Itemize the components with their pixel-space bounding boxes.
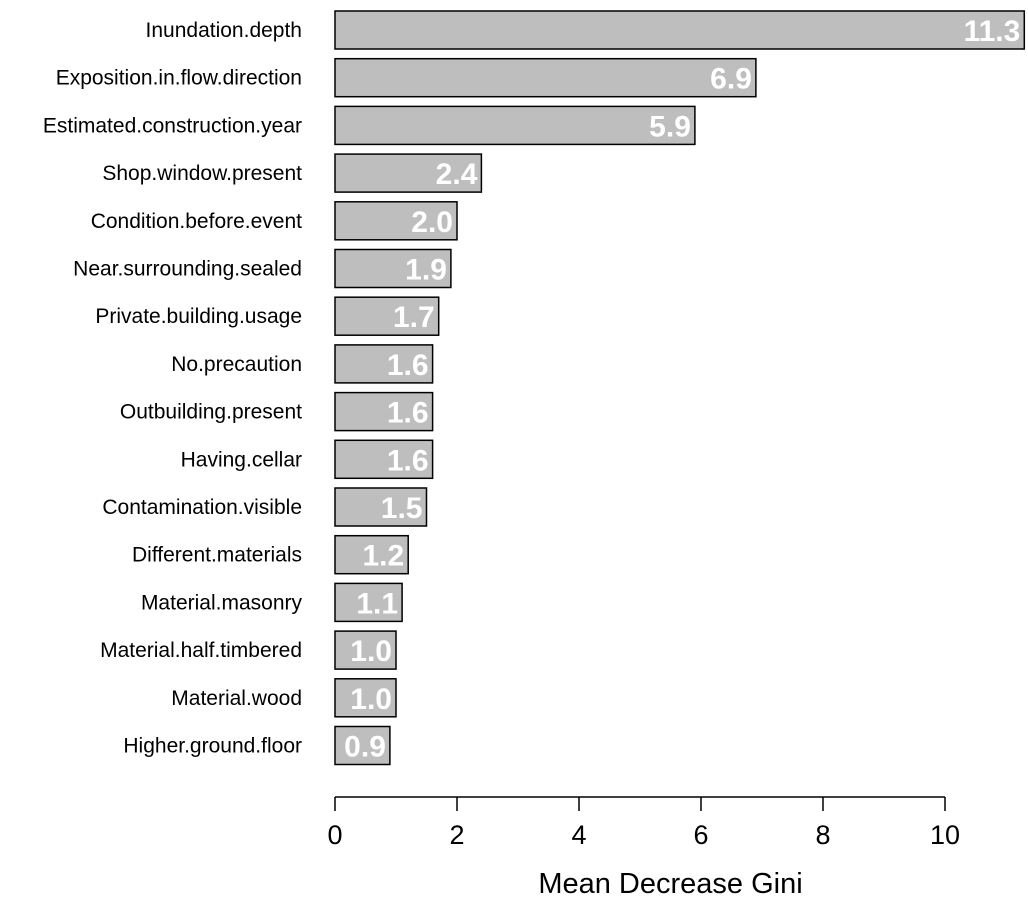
- value-label: 1.6: [387, 397, 429, 430]
- value-label: 1.7: [393, 301, 435, 334]
- value-label: 1.6: [387, 444, 429, 477]
- category-label: Different.materials: [132, 544, 302, 567]
- category-label: Near.surrounding.sealed: [73, 258, 302, 281]
- x-tick-label: 2: [449, 820, 464, 850]
- x-tick-label: 4: [571, 820, 586, 850]
- value-label: 1.9: [405, 254, 447, 287]
- bar: [334, 582, 403, 623]
- x-tick-label: 8: [815, 820, 830, 850]
- value-labels: 11.3 6.9 5.9 2.4 2.0 1.9 1.7 1.6 1.6 1.6 1.5 1.2 1.1…: [344, 15, 1020, 764]
- x-axis-title: Mean Decrease Gini: [538, 868, 802, 900]
- category-label: Private.building.usage: [95, 305, 302, 328]
- value-label: 0.9: [344, 731, 386, 764]
- category-label: Condition.before.event: [91, 210, 302, 233]
- x-axis: 0 2 4 6 8 10: [327, 796, 960, 850]
- bar: [334, 248, 452, 289]
- bar: [334, 10, 1026, 50]
- bar: [334, 439, 434, 480]
- category-label: Outbuilding.present: [120, 401, 302, 424]
- category-label: Material.wood: [171, 687, 302, 710]
- category-label: Having.cellar: [181, 448, 302, 471]
- bar: [334, 534, 409, 575]
- bars: [334, 10, 1026, 766]
- category-labels: Inundation.depth Exposition.in.flow.direc…: [43, 19, 303, 758]
- bar: [334, 105, 696, 146]
- category-label: Inundation.depth: [146, 19, 302, 42]
- bar: [334, 201, 458, 241]
- x-tick-label: 0: [327, 820, 342, 850]
- value-label: 1.0: [350, 683, 392, 716]
- value-label: 1.6: [387, 349, 429, 382]
- value-label: 1.1: [356, 587, 398, 620]
- bar: [334, 153, 483, 193]
- value-label: 1.5: [381, 492, 423, 525]
- value-label: 5.9: [649, 110, 691, 143]
- bar: [334, 57, 757, 98]
- category-label: Exposition.in.flow.direction: [56, 67, 302, 90]
- category-label: Higher.ground.floor: [123, 735, 302, 758]
- value-label: 11.3: [964, 15, 1021, 48]
- x-tick-label: 10: [930, 820, 960, 850]
- bar: [334, 296, 440, 336]
- category-label: Material.masonry: [141, 591, 303, 614]
- value-label: 2.0: [411, 206, 453, 239]
- bar: [334, 487, 428, 527]
- value-label: 1.2: [362, 540, 404, 573]
- bar: [334, 344, 434, 384]
- category-label: Contamination.visible: [102, 496, 302, 519]
- bar: [334, 678, 397, 718]
- value-label: 6.9: [710, 63, 752, 96]
- category-label: Material.half.timbered: [100, 639, 302, 662]
- category-label: Shop.window.present: [102, 162, 302, 185]
- bar: [334, 391, 434, 432]
- x-tick-label: 6: [693, 820, 708, 850]
- category-label: Estimated.construction.year: [43, 114, 302, 137]
- bar: [334, 725, 391, 766]
- value-label: 2.4: [436, 158, 478, 191]
- category-label: No.precaution: [171, 353, 302, 376]
- bar: [334, 630, 397, 670]
- value-label: 1.0: [350, 635, 392, 668]
